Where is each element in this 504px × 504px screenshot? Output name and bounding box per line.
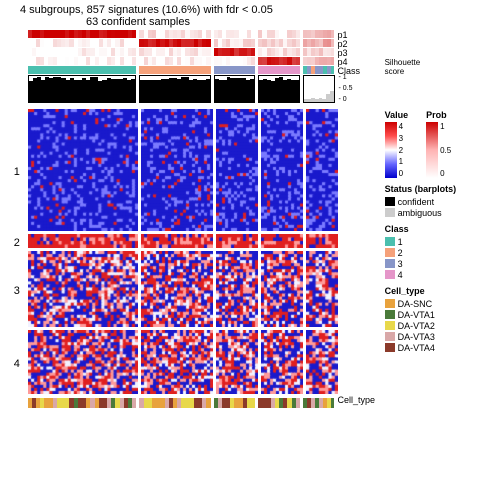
heatmap-row-label: 4 xyxy=(6,330,28,397)
heatmap-row-label: 3 xyxy=(6,251,28,330)
silh-axis: - 1- 0.5- 0 xyxy=(338,75,379,103)
legend-item: DA-SNC xyxy=(385,298,498,309)
legend-item: DA-VTA1 xyxy=(385,309,498,320)
legend-title: Value xyxy=(385,110,409,120)
legend-title: Class xyxy=(385,224,498,234)
legend-item: confident xyxy=(385,196,498,207)
value-gradient xyxy=(385,122,397,178)
legend-item: DA-VTA3 xyxy=(385,331,498,342)
class-track xyxy=(28,66,338,74)
figure: 1234 p1p2p3p4Class- 1- 0.5- 0Cell_type S… xyxy=(6,30,498,408)
celltype-track xyxy=(28,398,338,408)
prob-track xyxy=(28,57,338,65)
track-label: p3 xyxy=(338,48,379,57)
heatmap-row xyxy=(28,330,338,394)
prob-gradient xyxy=(426,122,438,178)
heatmap-row xyxy=(28,109,338,231)
legend-item: ambiguous xyxy=(385,207,498,218)
legend-title: Prob xyxy=(426,110,451,120)
legend-item: 1 xyxy=(385,236,498,247)
legend-title: Status (barplots) xyxy=(385,184,498,194)
silhouette-track xyxy=(28,75,338,103)
track-label: p1 xyxy=(338,30,379,39)
legend-item: 2 xyxy=(385,247,498,258)
plot-subtitle: 63 confident samples xyxy=(6,16,498,28)
heatmap-row-label: 2 xyxy=(6,234,28,251)
celltype-label: Cell_type xyxy=(338,395,379,405)
plot-title: 4 subgroups, 857 signatures (10.6%) with… xyxy=(6,4,498,16)
legend-title: Cell_type xyxy=(385,286,498,296)
prob-track xyxy=(28,30,338,38)
legend-item: 3 xyxy=(385,258,498,269)
prob-track xyxy=(28,48,338,56)
heatmap-row xyxy=(28,234,338,248)
heatmap-row-label: 1 xyxy=(6,109,28,234)
track-label: p2 xyxy=(338,39,379,48)
track-label: p4 xyxy=(338,57,379,66)
legend-item: DA-VTA4 xyxy=(385,342,498,353)
heatmap-row xyxy=(28,251,338,327)
legend-item: 4 xyxy=(385,269,498,280)
legend-item: DA-VTA2 xyxy=(385,320,498,331)
prob-track xyxy=(28,39,338,47)
